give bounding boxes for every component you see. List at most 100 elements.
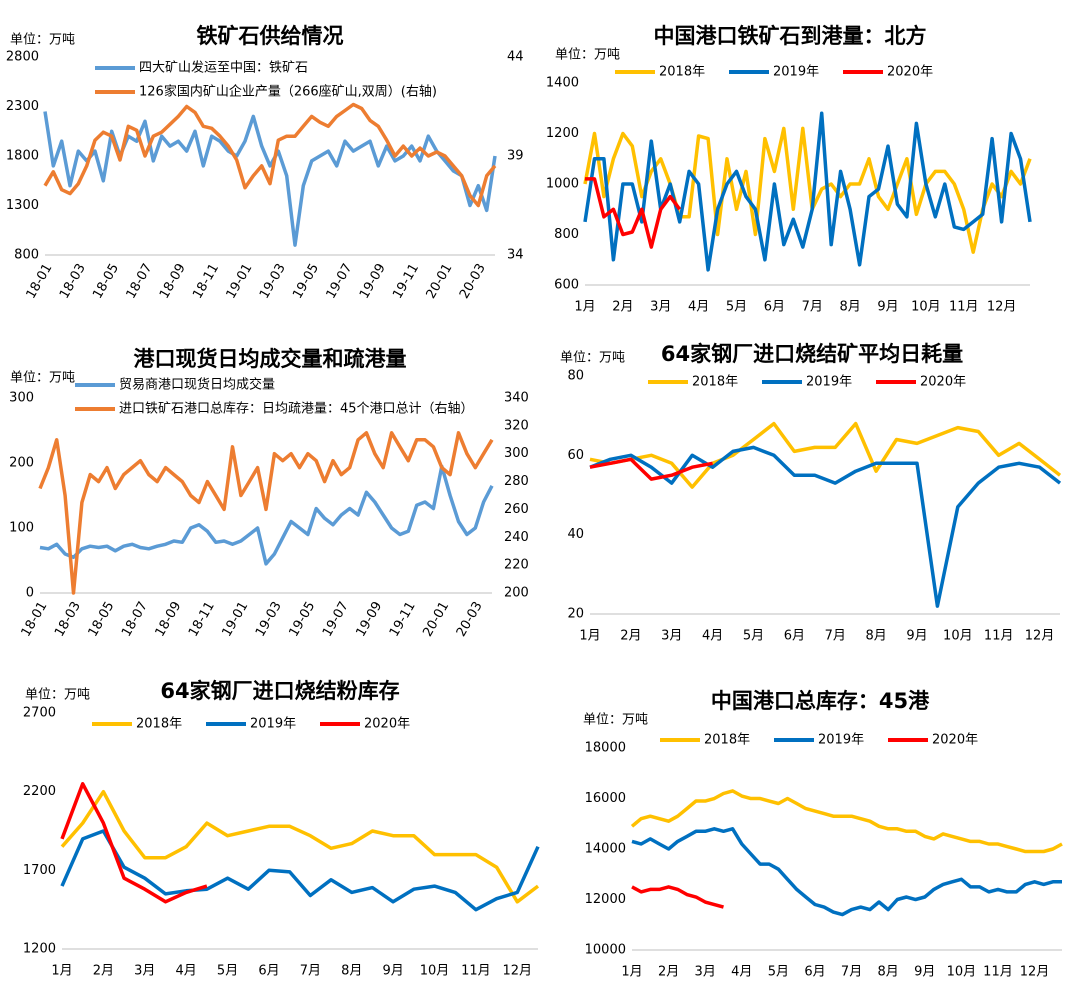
y-tick-label: 1200 — [546, 126, 579, 141]
x-tick-label: 18-11 — [190, 261, 222, 301]
series-line — [43, 102, 497, 208]
x-tick-label: 10月 — [943, 629, 973, 644]
x-tick-label: 18-05 — [90, 261, 122, 301]
y2-tick-label: 320 — [504, 418, 529, 433]
y-tick-label: 60 — [567, 448, 584, 463]
x-tick-label: 3月 — [650, 300, 671, 315]
x-tick-label: 19-11 — [387, 599, 419, 639]
x-tick-label: 2月 — [93, 964, 114, 979]
x-tick-label: 5月 — [743, 629, 764, 644]
x-tick-label: 18-07 — [124, 261, 156, 301]
x-tick-label: 5月 — [768, 965, 789, 980]
y-tick-label: 0 — [26, 586, 34, 601]
x-tick-label: 4月 — [731, 965, 752, 980]
x-tick-label: 8月 — [341, 964, 362, 979]
x-tick-label: 8月 — [878, 965, 899, 980]
x-tick-label: 11月 — [984, 629, 1014, 644]
x-tick-label: 6月 — [258, 964, 279, 979]
legend-label: 2019年 — [818, 733, 864, 748]
legend-label: 2019年 — [250, 717, 296, 732]
x-tick-label: 18-09 — [157, 261, 189, 301]
y2-tick-label: 240 — [504, 530, 529, 545]
legend-label: 2018年 — [704, 733, 750, 748]
x-tick-label: 5月 — [726, 300, 747, 315]
x-tick-label: 3月 — [134, 964, 155, 979]
legend-label: 2020年 — [364, 717, 410, 732]
x-tick-label: 9月 — [877, 300, 898, 315]
y-tick-label: 800 — [554, 227, 579, 242]
y-tick-label: 800 — [14, 248, 39, 263]
y-tick-label: 1200 — [23, 942, 56, 957]
x-tick-label: 7月 — [300, 964, 321, 979]
chart-title: 中国港口总库存：45港 — [711, 689, 930, 713]
x-tick-label: 2月 — [620, 629, 641, 644]
y-tick-label: 1400 — [546, 76, 579, 91]
y-tick-label: 14000 — [585, 842, 626, 857]
series-line — [589, 421, 1062, 489]
x-tick-label: 7月 — [802, 300, 823, 315]
x-tick-label: 18-07 — [119, 599, 151, 639]
y2-tick-label: 44 — [507, 50, 524, 65]
x-tick-label: 12月 — [1025, 629, 1055, 644]
legend-label: 2018年 — [136, 717, 182, 732]
y-tick-label: 80 — [567, 369, 584, 384]
series-line — [583, 126, 1032, 254]
x-tick-label: 8月 — [839, 300, 860, 315]
legend-label: 2018年 — [692, 375, 738, 390]
x-tick-label: 20-01 — [424, 261, 456, 301]
series-line — [39, 464, 494, 566]
y-tick-label: 1700 — [23, 863, 56, 878]
unit-label: 单位：万吨 — [25, 688, 90, 703]
x-tick-label: 2月 — [658, 965, 679, 980]
x-tick-label: 3月 — [695, 965, 716, 980]
x-tick-label: 8月 — [865, 629, 886, 644]
chart-title: 铁矿石供给情况 — [197, 24, 344, 48]
series-line — [60, 782, 208, 904]
x-tick-label: 6月 — [784, 629, 805, 644]
x-tick-label: 18-01 — [19, 599, 51, 639]
legend-label: 2020年 — [887, 65, 933, 80]
x-tick-label: 10月 — [420, 964, 450, 979]
x-tick-label: 1月 — [51, 964, 72, 979]
x-tick-label: 11月 — [461, 964, 491, 979]
y-tick-label: 200 — [9, 456, 34, 471]
x-tick-label: 19-05 — [286, 599, 318, 639]
x-tick-label: 4月 — [176, 964, 197, 979]
x-tick-label: 18-01 — [24, 261, 56, 301]
chart-title: 中国港口铁矿石到港量：北方 — [654, 24, 927, 48]
x-tick-label: 1月 — [579, 629, 600, 644]
x-tick-label: 19-03 — [257, 261, 289, 301]
x-tick-label: 19-07 — [320, 599, 352, 639]
x-tick-label: 20-03 — [457, 261, 489, 301]
series-line — [60, 829, 540, 912]
y-tick-label: 100 — [9, 521, 34, 536]
series-line — [589, 445, 1062, 608]
y2-tick-label: 200 — [504, 586, 529, 601]
x-tick-label: 4月 — [702, 629, 723, 644]
x-tick-label: 1月 — [574, 300, 595, 315]
y2-tick-label: 220 — [504, 558, 529, 573]
y2-tick-label: 300 — [504, 446, 529, 461]
legend-label: 2020年 — [920, 375, 966, 390]
x-tick-label: 2月 — [612, 300, 633, 315]
x-tick-label: 1月 — [621, 965, 642, 980]
x-tick-label: 18-03 — [57, 261, 89, 301]
x-tick-label: 11月 — [983, 965, 1013, 980]
x-tick-label: 9月 — [914, 965, 935, 980]
unit-label: 单位：万吨 — [10, 33, 75, 48]
y-tick-label: 1000 — [546, 177, 579, 192]
x-tick-label: 4月 — [688, 300, 709, 315]
x-tick-label: 19-01 — [220, 599, 252, 639]
series-line — [60, 789, 540, 904]
y-tick-label: 10000 — [585, 943, 626, 958]
x-tick-label: 5月 — [217, 964, 238, 979]
legend-label: 2020年 — [932, 733, 978, 748]
series-line — [630, 789, 1063, 854]
x-tick-label: 19-11 — [390, 261, 422, 301]
x-tick-label: 19-09 — [353, 599, 385, 639]
x-tick-label: 9月 — [382, 964, 403, 979]
x-tick-label: 20-01 — [420, 599, 452, 639]
x-tick-label: 19-01 — [224, 261, 256, 301]
legend-label: 126家国内矿山企业产量（266座矿山,双周）(右轴) — [139, 84, 437, 100]
x-tick-label: 7月 — [825, 629, 846, 644]
